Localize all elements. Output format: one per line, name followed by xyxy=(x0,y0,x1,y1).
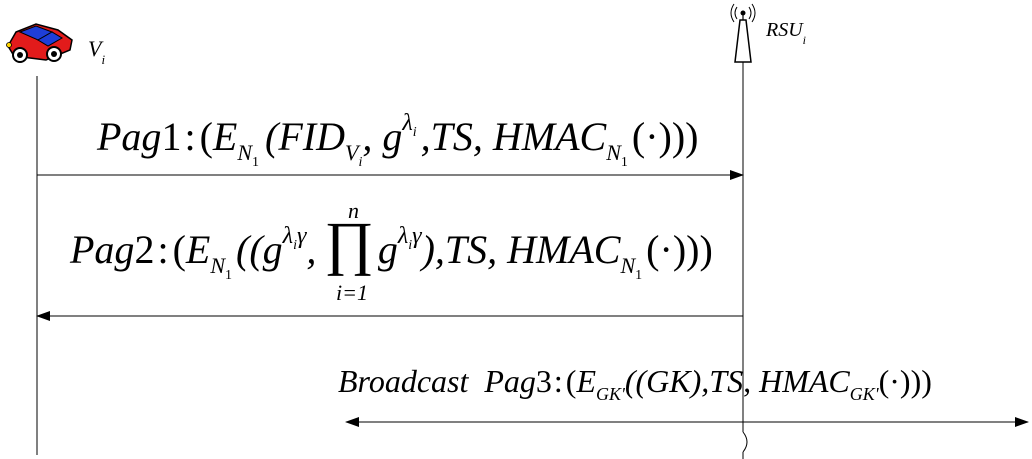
rsu-lifeline-hop xyxy=(742,431,748,453)
car-icon xyxy=(6,23,73,63)
message-2-label: Pag2: (EN1((gλiγ, ∏ gλiγ),TS, HMACN1(·))) xyxy=(69,210,713,283)
message-1-label: Pag1: (EN1(FIDVi, gλi ,TS, HMACN1(·))) xyxy=(96,110,699,170)
rsu-label: RSUi xyxy=(765,19,806,47)
product-lower-limit: i=1 xyxy=(336,280,368,305)
antenna-icon xyxy=(730,3,756,63)
product-upper-limit: n xyxy=(348,198,359,223)
message-3-label: Broadcast Pag3:(EGK'((GK),TS, HMACGK'(·))… xyxy=(338,363,932,404)
vehicle-label: Vi xyxy=(88,36,105,67)
